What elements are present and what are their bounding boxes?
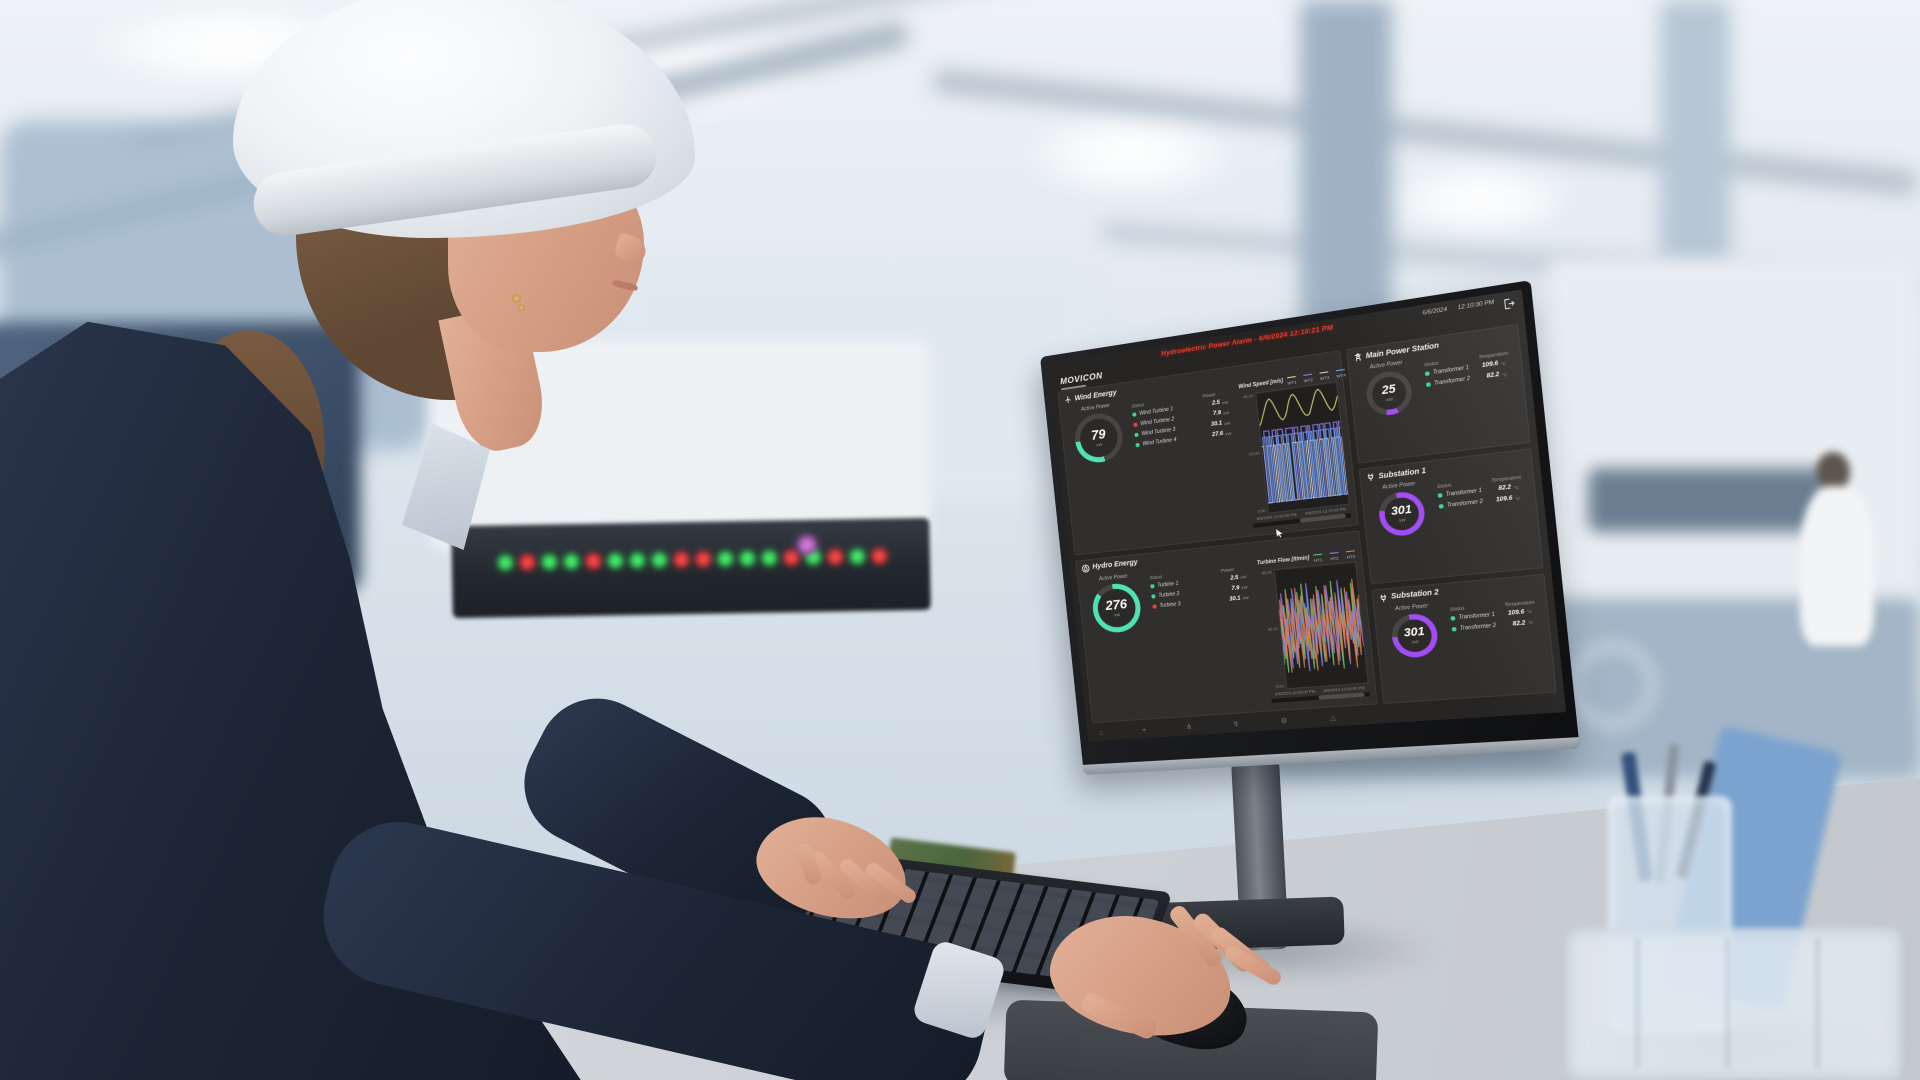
scada-screen: Hydroelectric Power Alarm - 6/6/2024 12:… bbox=[1048, 289, 1567, 742]
legend-item: HT1 bbox=[1313, 551, 1325, 562]
toolbar-icon-alarms[interactable]: △ bbox=[1329, 714, 1337, 723]
green-led bbox=[607, 553, 623, 569]
station-gauge: 301 kW bbox=[1377, 490, 1427, 539]
red-led bbox=[783, 550, 799, 566]
wind-turbine-icon bbox=[1064, 395, 1073, 404]
status-dot bbox=[1424, 371, 1430, 377]
wind-speed-chart-block: Wind Speed [m/s] WT1 WT2 WT3 WT4 40.00 20.00 0… bbox=[1238, 366, 1352, 528]
legend-item: WT2 bbox=[1303, 371, 1315, 383]
substation-2-panel: Substation 2 Active Power 301 kW Status Te… bbox=[1371, 573, 1557, 704]
monitor: Hydroelectric Power Alarm - 6/6/2024 12:… bbox=[1040, 280, 1580, 775]
station-table: Status Temperature Transformer 1 109.6 °C T… bbox=[1423, 339, 1519, 410]
red-led bbox=[695, 551, 711, 567]
red-led bbox=[673, 552, 689, 568]
substation-1-panel: Substation 1 Active Power 301 kW Status Te… bbox=[1358, 448, 1544, 584]
toolbar-icon-location[interactable]: ⌖ bbox=[1141, 726, 1147, 735]
earring bbox=[518, 304, 525, 311]
toolbar-icon-wind-turbine[interactable]: ⋔ bbox=[1185, 723, 1193, 732]
date-label: 6/6/2024 bbox=[1422, 306, 1448, 317]
status-dot bbox=[1438, 504, 1444, 510]
green-led bbox=[849, 548, 865, 565]
status-dot bbox=[1437, 493, 1443, 499]
status-dot bbox=[1425, 382, 1431, 388]
bg-far-worker bbox=[1796, 446, 1886, 646]
mouse-cursor bbox=[1276, 525, 1285, 536]
clock: 6/6/2024 12:10:30 PM bbox=[1422, 299, 1494, 317]
machine-led-panel bbox=[451, 517, 931, 619]
status-dot bbox=[1450, 615, 1456, 621]
hydro-active-power-gauge: 276 kW bbox=[1090, 581, 1143, 634]
wind-active-power-gauge: 79 kW bbox=[1072, 410, 1125, 466]
green-led bbox=[541, 554, 558, 570]
legend-item: WT3 bbox=[1319, 369, 1331, 381]
green-led bbox=[497, 555, 514, 571]
exit-button[interactable] bbox=[1502, 294, 1515, 307]
station-table: Status Temperature Transformer 1 82.2 °C Tr… bbox=[1436, 464, 1532, 532]
turbine-flow-chart-block: Turbine Flow [lt/min] HT1 HT2 HT3 60.00 30.0… bbox=[1256, 546, 1371, 703]
legend-item: HT2 bbox=[1329, 549, 1341, 561]
status-dot bbox=[1134, 432, 1139, 438]
status-dot bbox=[1152, 603, 1157, 609]
wind-speed-chart bbox=[1255, 380, 1350, 514]
status-dot bbox=[1151, 593, 1156, 599]
status-dot bbox=[1150, 583, 1155, 588]
legend-item: WT1 bbox=[1286, 374, 1299, 386]
turbine-flow-chart bbox=[1273, 560, 1369, 690]
legend-item: WT4 bbox=[1335, 367, 1348, 379]
station-table: Status Temperature Transformer 1 109.6 °C T… bbox=[1448, 588, 1544, 654]
machine-purple-led bbox=[798, 536, 816, 554]
green-led bbox=[761, 550, 777, 566]
main-power-station-panel: Main Power Station Active Power 25 kW Sta… bbox=[1345, 323, 1531, 464]
green-led bbox=[717, 551, 733, 567]
hydro-energy-panel: Hydro Energy Active Power 276 kW Status Po… bbox=[1075, 529, 1378, 724]
green-led bbox=[629, 552, 645, 569]
red-led bbox=[519, 554, 536, 570]
station-gauge: 25 kW bbox=[1364, 368, 1414, 418]
toolbar-icon-home[interactable]: ⌂ bbox=[1098, 729, 1104, 737]
table-row: Transformer 2 82.2 °C bbox=[1451, 618, 1542, 632]
hydro-turbine-table: Status Power Turbine 1 2.5 kW Turbine 2 7.9 k… bbox=[1148, 556, 1266, 710]
water-drop-icon bbox=[1081, 564, 1090, 573]
earring bbox=[512, 294, 521, 303]
green-led bbox=[739, 550, 755, 567]
wind-turbine-table: Status Power Wind Turbine 1 2.5 kW Wind Tur… bbox=[1130, 381, 1248, 539]
time-label: 12:10:30 PM bbox=[1457, 299, 1495, 312]
red-led bbox=[827, 549, 843, 565]
red-led bbox=[871, 548, 887, 564]
desk-organizer bbox=[1566, 928, 1902, 1080]
green-led bbox=[563, 553, 579, 570]
status-dot bbox=[1135, 442, 1140, 448]
legend-item: HT3 bbox=[1346, 547, 1358, 559]
toolbar-icon-settings[interactable]: ⚙ bbox=[1280, 717, 1288, 726]
status-dot bbox=[1133, 422, 1138, 428]
status-dot bbox=[1132, 412, 1137, 417]
station-gauge: 301 kW bbox=[1389, 611, 1440, 659]
status-dot bbox=[1451, 626, 1457, 632]
toolbar-icon-energy[interactable]: ↯ bbox=[1232, 720, 1240, 729]
red-led bbox=[585, 553, 601, 569]
green-led bbox=[651, 552, 667, 568]
scrollbar-thumb[interactable] bbox=[1317, 692, 1365, 700]
